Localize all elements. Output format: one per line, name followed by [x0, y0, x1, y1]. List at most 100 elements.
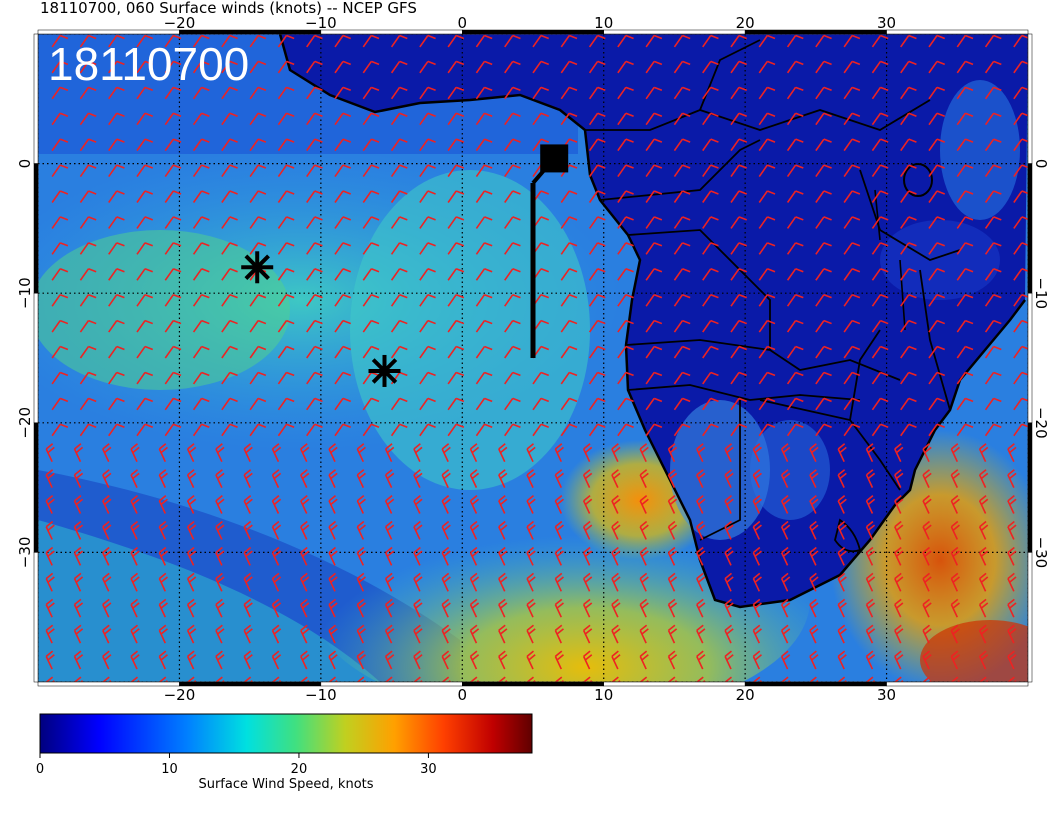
- wind-barb: [894, 520, 904, 540]
- wind-barb: [752, 520, 762, 540]
- wind-barb: [786, 345, 804, 359]
- wind-barb: [271, 624, 282, 644]
- wind-barb: [950, 469, 960, 488]
- wind-barb: [560, 319, 578, 333]
- wind-barb: [617, 216, 634, 229]
- wind-barb: [900, 164, 917, 178]
- wind-barb: [306, 86, 323, 100]
- wind-barb: [277, 345, 295, 359]
- wind-barb: [984, 190, 1002, 203]
- wind-barb: [667, 624, 678, 644]
- wind-barb: [277, 242, 295, 255]
- wind-barb: [786, 371, 804, 385]
- wind-barb: [277, 293, 295, 307]
- wind-barb: [639, 624, 649, 644]
- wind-barb: [588, 190, 606, 203]
- wind-barb: [221, 293, 238, 307]
- wind-barb: [532, 138, 550, 152]
- wind-barb: [441, 546, 451, 566]
- wind-barb: [504, 268, 521, 281]
- wind-barb: [164, 164, 182, 178]
- colorbar-tick-label: 10: [161, 762, 178, 777]
- wind-barb: [384, 495, 395, 514]
- wind-barb: [843, 345, 861, 359]
- wind-barb: [328, 624, 338, 644]
- wind-barb: [560, 60, 578, 74]
- wind-barb: [532, 371, 550, 385]
- wind-barb: [249, 190, 267, 203]
- wind-barb: [469, 624, 480, 644]
- wind-barb: [815, 216, 832, 229]
- wind-barb: [815, 268, 832, 281]
- frame-segment: [37, 681, 180, 687]
- wind-barb: [413, 572, 423, 592]
- wind-barb: [334, 164, 352, 178]
- wind-barb: [843, 60, 861, 74]
- wind-barb: [108, 397, 125, 411]
- wind-barb: [702, 60, 719, 74]
- wind-barb: [837, 572, 847, 592]
- wind-barb: [645, 138, 663, 152]
- wind-barb: [390, 345, 408, 359]
- wind-barb: [164, 423, 182, 437]
- wind-barb: [673, 371, 691, 385]
- map-title: 18110700, 060 Surface winds (knots) -- N…: [40, 0, 417, 17]
- wind-barb: [504, 164, 521, 178]
- wind-barb: [786, 60, 804, 74]
- wind-barb: [843, 268, 861, 281]
- wind-barb: [362, 293, 380, 307]
- wind-barb: [978, 624, 989, 644]
- wind-barb: [950, 443, 960, 463]
- wind-barb: [73, 546, 84, 566]
- wind-barb: [277, 190, 295, 203]
- lat-tick-label-right: −10: [1032, 277, 1050, 309]
- wind-barb: [526, 443, 536, 463]
- wind-barb: [186, 495, 197, 514]
- lon-tick-label-top: 0: [458, 14, 468, 32]
- wind-barb: [356, 546, 366, 566]
- asterisk-marker: [241, 251, 274, 284]
- wind-barb: [780, 495, 791, 514]
- wind-barb: [475, 216, 493, 229]
- wind-barb: [384, 520, 395, 540]
- wind-barb: [271, 520, 282, 540]
- wind-barb: [928, 138, 946, 152]
- wind-barb: [73, 469, 84, 488]
- wind-barb: [447, 397, 465, 411]
- wind-barb: [871, 293, 889, 307]
- frame-segment: [33, 292, 39, 424]
- wind-barb: [956, 190, 974, 203]
- wind-barb: [362, 60, 380, 74]
- wind-barb: [249, 164, 267, 178]
- wind-barb: [356, 469, 366, 488]
- wind-barb: [498, 650, 508, 670]
- wind-barb: [79, 293, 97, 307]
- wind-barb: [843, 371, 861, 385]
- wind-barb: [419, 190, 436, 203]
- wind-barb: [865, 624, 876, 644]
- wind-barb: [441, 495, 451, 514]
- wind-barb: [390, 423, 408, 437]
- wind-barb: [504, 345, 521, 359]
- wind-barb: [702, 112, 719, 126]
- wind-barb: [243, 650, 253, 670]
- wind-barb: [158, 495, 168, 514]
- wind-barb: [730, 268, 748, 281]
- colorbar-gradient: [39, 713, 533, 754]
- wind-barb: [306, 242, 323, 255]
- wind-barb: [837, 650, 847, 670]
- wind-barb: [504, 293, 521, 307]
- wind-barb: [922, 469, 932, 488]
- wind-barb: [758, 319, 776, 333]
- wind-barb: [871, 216, 889, 229]
- wind-barb: [498, 469, 508, 488]
- wind-barb: [102, 598, 112, 618]
- wind-barb: [928, 86, 946, 100]
- wind-barb: [696, 546, 706, 566]
- wind-barb: [164, 319, 182, 333]
- wind-barb: [362, 397, 380, 411]
- wind-barb: [950, 520, 960, 540]
- wind-barb: [865, 650, 876, 670]
- wind-barb: [79, 112, 97, 126]
- wind-barb: [871, 345, 889, 359]
